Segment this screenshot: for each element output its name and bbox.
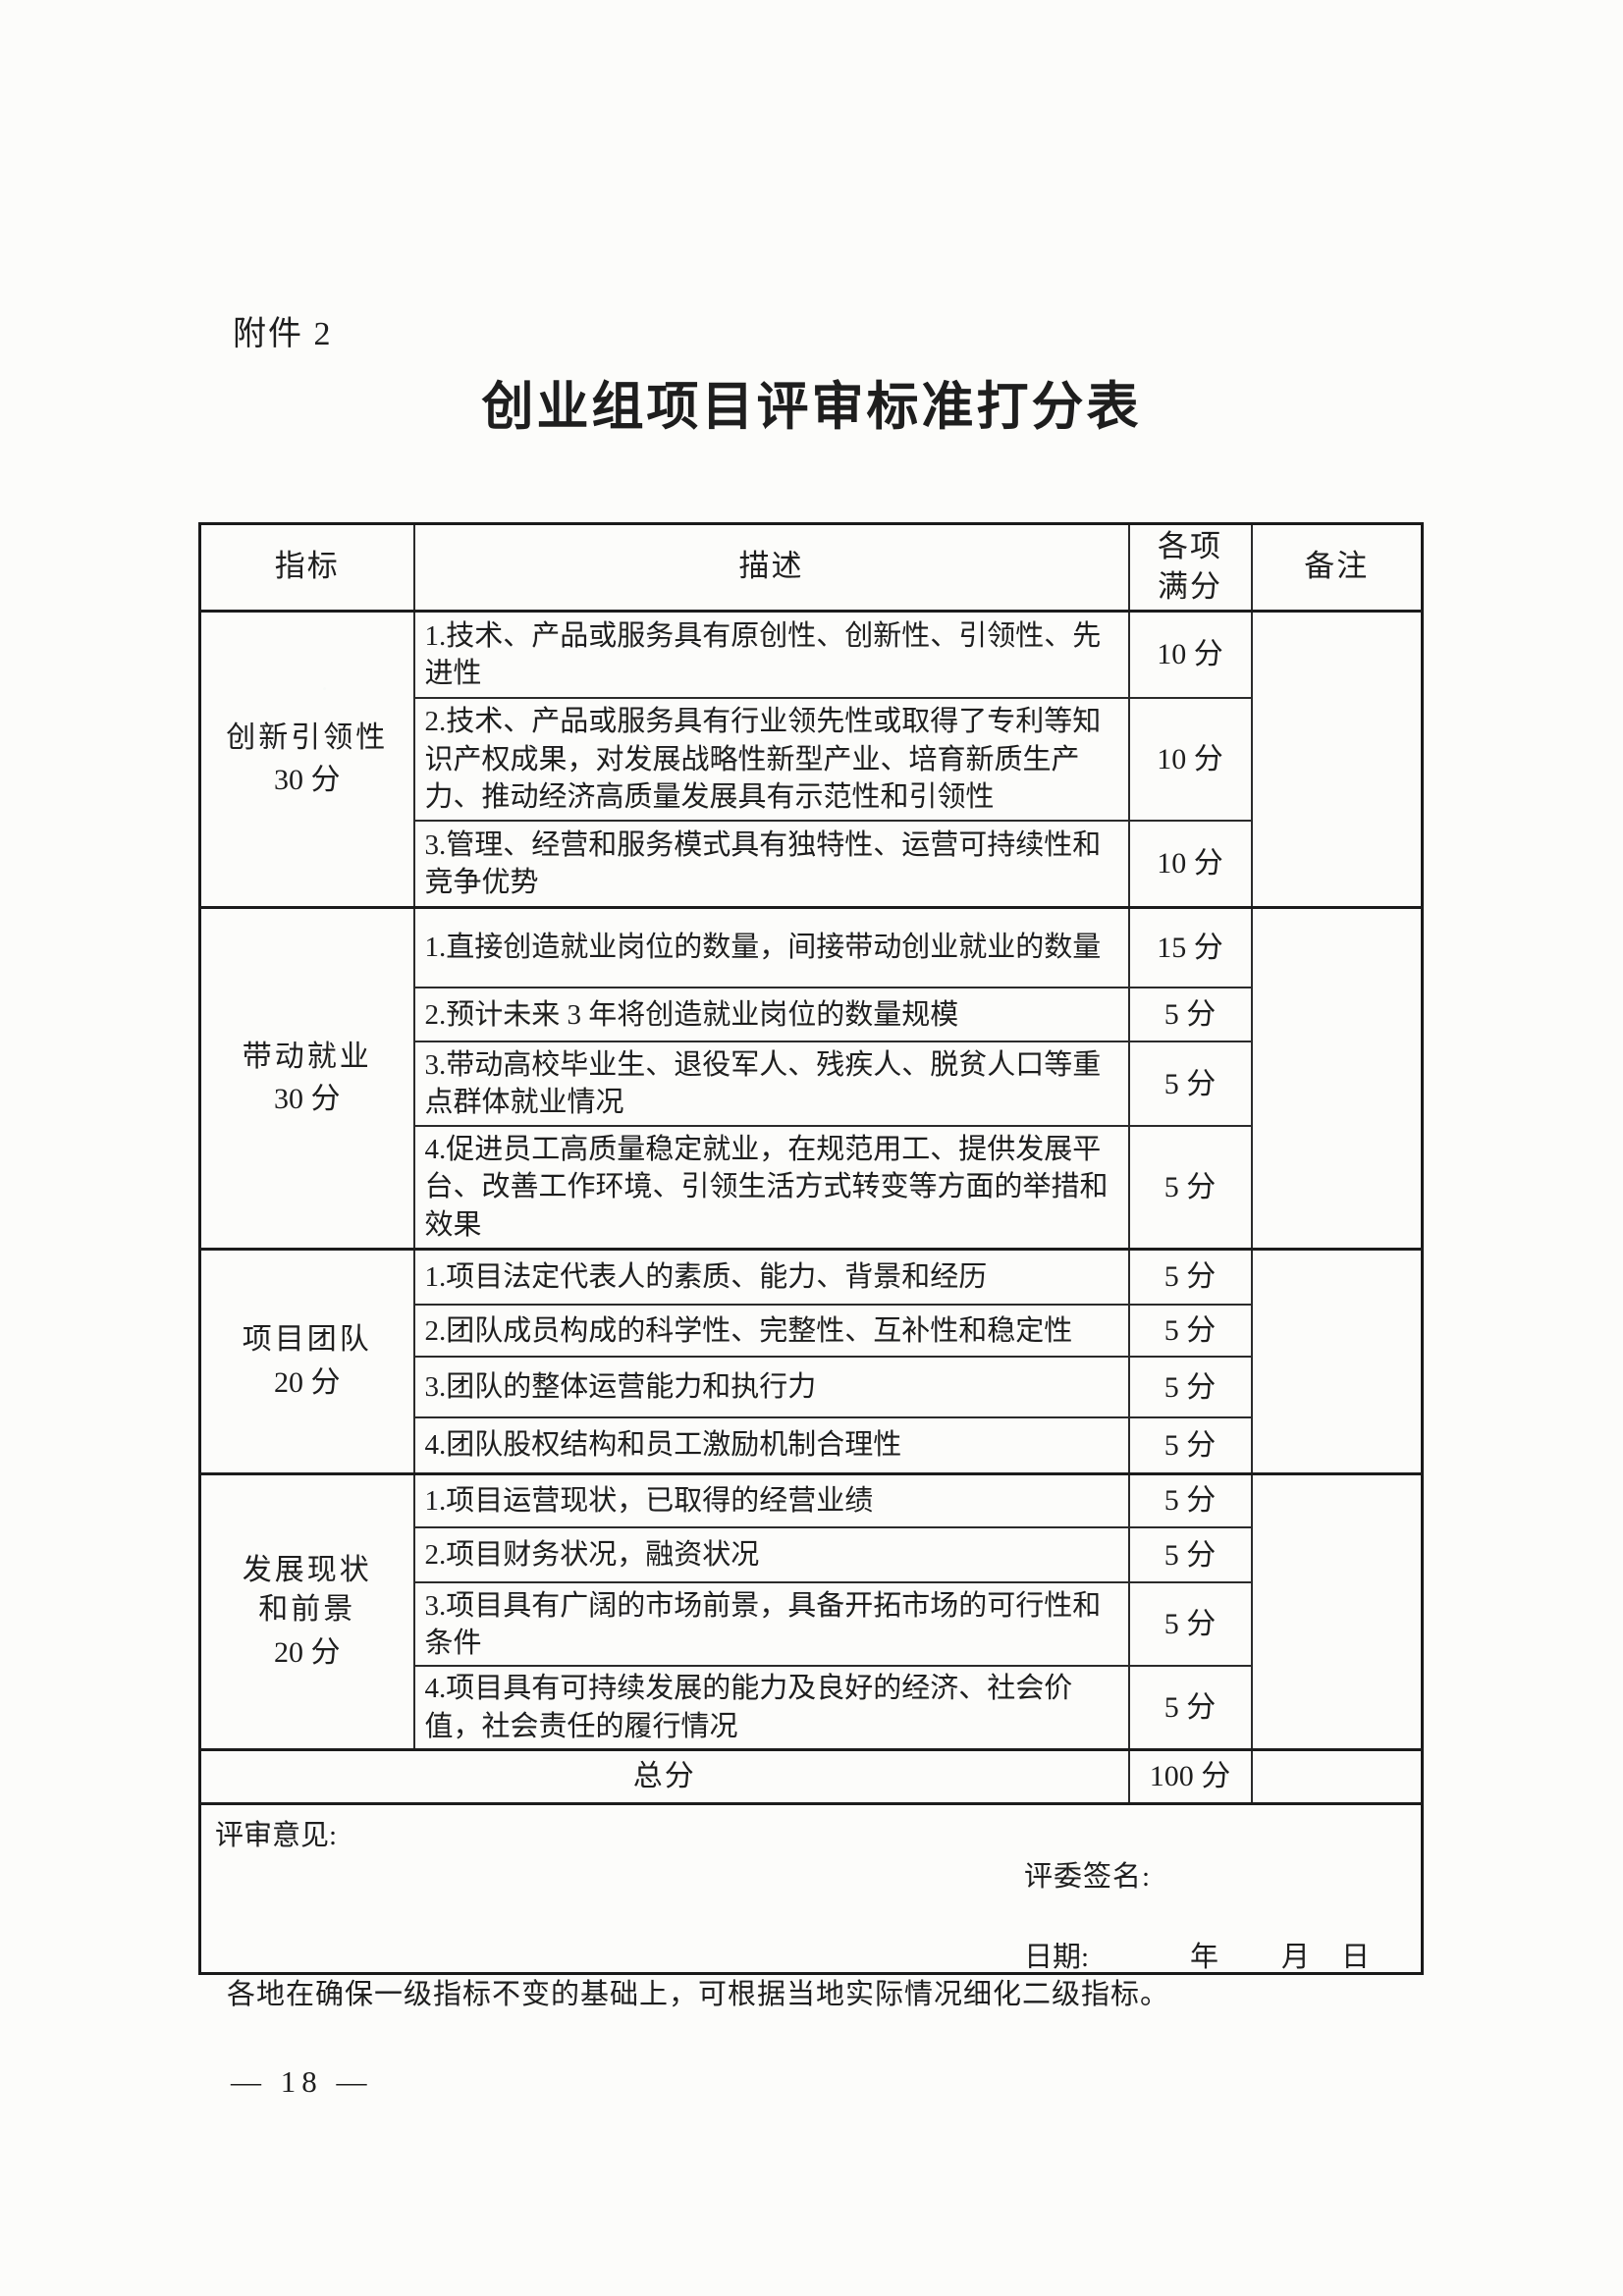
remark-cell	[1250, 1747, 1424, 1805]
desc-cell: 4.项目具有可持续发展的能力及良好的经济、社会价值，社会责任的履行情况	[412, 1665, 1130, 1751]
table-row: 3.管理、经营和服务模式具有独特性、运营可持续性和竞争优势 10 分	[200, 820, 1423, 909]
score-cell: 10 分	[1127, 609, 1253, 700]
desc-cell: 3.管理、经营和服务模式具有独特性、运营可持续性和竞争优势	[412, 820, 1130, 909]
table-row: 创新引领性 30 分 1.技术、产品或服务具有原创性、创新性、引领性、先进性 1…	[198, 609, 1424, 909]
indicator-score: 20 分	[274, 1365, 341, 1399]
score-cell: 5 分	[1127, 1581, 1253, 1668]
table-row: 4.团队股权结构和员工激励机制合理性 5 分	[200, 1416, 1423, 1475]
review-cell: 评审意见: 评委签名: 日期: 年 月 日	[198, 1801, 1424, 1975]
score-cell: 5 分	[1127, 1304, 1253, 1359]
table-row: 3.带动高校毕业生、退役军人、残疾人、脱贫人口等重点群体就业情况 5 分	[200, 1041, 1423, 1128]
table-row: 项目团队 20 分 1.项目法定代表人的素质、能力、背景和经历 5 分	[198, 1247, 1424, 1475]
desc-cell: 4.团队股权结构和员工激励机制合理性	[412, 1416, 1130, 1475]
remark-cell	[1250, 609, 1424, 909]
desc-cell: 3.项目具有广阔的市场前景，具备开拓市场的可行性和条件	[412, 1581, 1130, 1668]
score-cell: 10 分	[1127, 820, 1253, 909]
indicator-name: 带动就业	[242, 1040, 372, 1073]
remark-cell	[1250, 1471, 1424, 1751]
table-row: 2.技术、产品或服务具有行业领先性或取得了专利等知识产权成果，对发展战略性新型产…	[200, 697, 1423, 823]
score-cell: 5 分	[1127, 1041, 1253, 1128]
table-row: 带动就业 30 分 1.直接创造就业岗位的数量，间接带动创业就业的数量 15 分	[198, 905, 1424, 1251]
page-number: — 18 —	[231, 2064, 373, 2099]
table-row: 3.团队的整体运营能力和执行力 5 分	[200, 1356, 1423, 1419]
score-cell: 5 分	[1127, 1247, 1253, 1307]
score-cell: 5 分	[1127, 987, 1253, 1043]
indicator-cell-development: 发展现状 和前景 20 分	[198, 1471, 415, 1751]
indicator-score: 30 分	[274, 1083, 341, 1116]
date-year-label: 年	[1190, 1941, 1219, 1973]
score-cell: 10 分	[1127, 697, 1253, 823]
score-cell: 5 分	[1127, 1665, 1253, 1751]
desc-cell: 4.促进员工高质量稳定就业，在规范用工、提供发展平台、改善工作环境、引领生活方式…	[412, 1125, 1130, 1251]
desc-cell: 2.预计未来 3 年将创造就业岗位的数量规模	[412, 987, 1130, 1043]
score-cell: 5 分	[1127, 1356, 1253, 1419]
desc-cell: 1.项目法定代表人的素质、能力、背景和经历	[412, 1247, 1130, 1307]
score-cell: 5 分	[1127, 1471, 1253, 1529]
header-max-score-line1: 各项	[1158, 529, 1222, 563]
attachment-label: 附件 2	[233, 316, 333, 352]
table-row: 2.预计未来 3 年将创造就业岗位的数量规模 5 分	[200, 987, 1423, 1043]
indicator-name: 发展现状	[242, 1554, 372, 1587]
remark-cell	[1250, 905, 1424, 1251]
indicator-name: 和前景	[258, 1593, 356, 1627]
date-month-label: 月	[1281, 1941, 1311, 1973]
indicator-score: 20 分	[274, 1635, 341, 1669]
desc-cell: 3.带动高校毕业生、退役军人、残疾人、脱贫人口等重点群体就业情况	[412, 1041, 1130, 1128]
table-row: 3.项目具有广阔的市场前景，具备开拓市场的可行性和条件 5 分	[200, 1581, 1423, 1668]
score-cell: 5 分	[1127, 1416, 1253, 1475]
desc-cell: 1.项目运营现状，已取得的经营业绩	[412, 1471, 1130, 1529]
table-row: 4.促进员工高质量稳定就业，在规范用工、提供发展平台、改善工作环境、引领生活方式…	[200, 1125, 1423, 1251]
date-label: 日期:	[1024, 1941, 1090, 1973]
desc-cell: 1.技术、产品或服务具有原创性、创新性、引领性、先进性	[412, 609, 1130, 700]
review-comments-label: 评审意见:	[215, 1819, 338, 1851]
indicator-cell-innovation: 创新引领性 30 分	[198, 609, 415, 909]
desc-cell: 3.团队的整体运营能力和执行力	[412, 1356, 1130, 1419]
scoring-table: 指标 描述 各项 满分 备注 创新引领性 30 分 1.技术、产品或服务具有原创…	[198, 522, 1424, 1975]
header-indicator: 指标	[198, 522, 415, 613]
indicator-cell-employment: 带动就业 30 分	[198, 905, 415, 1251]
table-row: 发展现状 和前景 20 分 1.项目运营现状，已取得的经营业绩 5 分	[198, 1471, 1424, 1751]
header-max-score-line2: 满分	[1158, 568, 1222, 604]
score-cell: 15 分	[1127, 905, 1253, 989]
indicator-score: 30 分	[274, 764, 341, 797]
date-day-label: 日	[1341, 1941, 1371, 1973]
score-cell: 5 分	[1127, 1125, 1253, 1251]
desc-cell: 2.项目财务状况，融资状况	[412, 1526, 1130, 1584]
total-label: 总分	[198, 1747, 1130, 1805]
table-row: 2.团队成员构成的科学性、完整性、互补性和稳定性 5 分	[200, 1304, 1423, 1359]
indicator-name: 创新引领性	[226, 721, 389, 754]
remark-cell	[1250, 1247, 1424, 1475]
desc-cell: 2.技术、产品或服务具有行业领先性或取得了专利等知识产权成果，对发展战略性新型产…	[412, 697, 1130, 823]
page-title: 创业组项目评审标准打分表	[481, 379, 1142, 436]
footnote: 各地在确保一级指标不变的基础上，可根据当地实际情况细化二级指标。	[227, 1979, 1170, 2010]
table-header-row: 指标 描述 各项 满分 备注	[198, 522, 1424, 613]
table-row: 4.项目具有可持续发展的能力及良好的经济、社会价值，社会责任的履行情况 5 分	[200, 1665, 1423, 1751]
judge-signature-label: 评委签名:	[1024, 1860, 1152, 1893]
desc-cell: 1.直接创造就业岗位的数量，间接带动创业就业的数量	[412, 905, 1130, 989]
desc-cell: 2.团队成员构成的科学性、完整性、互补性和稳定性	[412, 1304, 1130, 1359]
header-description: 描述	[412, 522, 1130, 613]
review-row: 评审意见: 评委签名: 日期: 年 月 日	[198, 1801, 1424, 1975]
score-cell: 5 分	[1127, 1526, 1253, 1584]
total-score: 100 分	[1127, 1747, 1253, 1805]
total-row: 总分 100 分	[198, 1747, 1424, 1805]
header-remark: 备注	[1250, 522, 1424, 613]
header-max-score: 各项 满分	[1127, 522, 1253, 613]
indicator-cell-team: 项目团队 20 分	[198, 1247, 415, 1475]
indicator-name: 项目团队	[242, 1323, 372, 1357]
table-row: 2.项目财务状况，融资状况 5 分	[200, 1526, 1423, 1584]
